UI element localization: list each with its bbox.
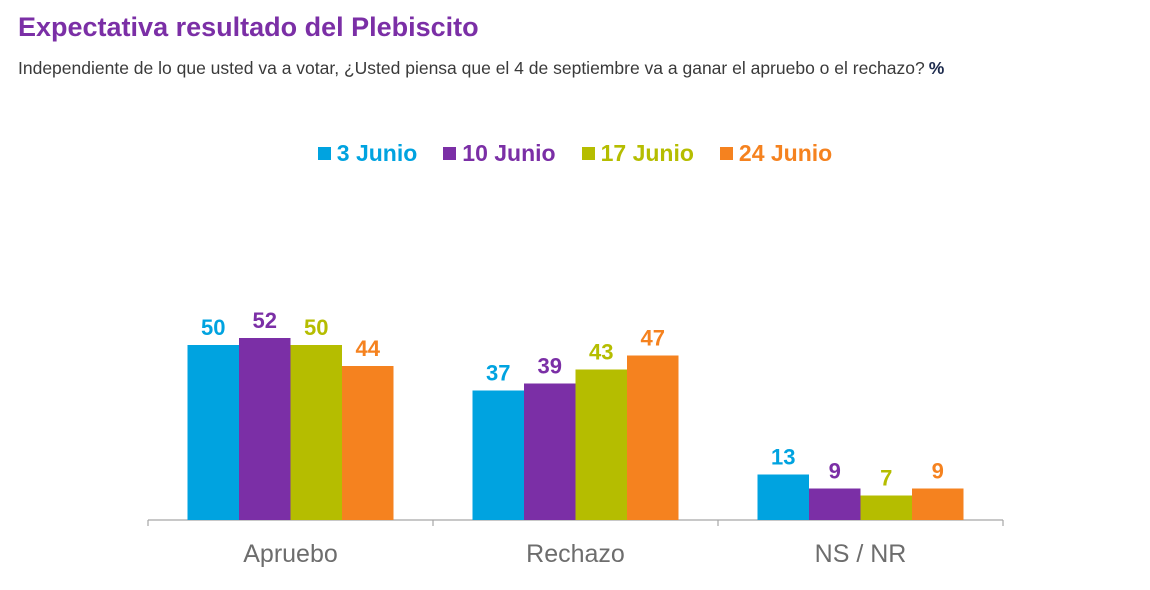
data-label: 44 — [356, 336, 381, 361]
data-label: 9 — [829, 459, 841, 484]
bar — [912, 488, 964, 520]
legend-item: 24 Junio — [719, 140, 833, 167]
category-label: Rechazo — [526, 540, 625, 568]
category-label: NS / NR — [815, 540, 907, 568]
legend-label: 3 Junio — [336, 140, 418, 166]
bar — [627, 355, 679, 520]
legend-item: 10 Junio — [443, 140, 556, 167]
legend-label: 17 Junio — [600, 140, 694, 166]
bar — [472, 390, 524, 520]
bar — [342, 366, 394, 520]
data-label: 13 — [771, 445, 795, 470]
data-label: 47 — [641, 326, 665, 351]
subtitle-text: Independiente de lo que usted va a votar… — [18, 58, 925, 78]
bar — [290, 345, 342, 520]
chart-title: Expectativa resultado del Plebiscito — [18, 12, 479, 42]
bar — [575, 369, 627, 520]
data-label: 50 — [304, 315, 328, 340]
data-label: 7 — [880, 466, 892, 491]
legend-swatch — [581, 147, 595, 160]
bar — [187, 345, 239, 520]
unit-label: % — [928, 58, 945, 78]
legend-swatch — [317, 147, 331, 160]
legend-item: 3 Junio — [317, 140, 418, 167]
bar — [757, 474, 809, 520]
legend-label: 24 Junio — [738, 140, 833, 166]
chart-subtitle: Independiente de lo que usted va a votar… — [18, 58, 944, 79]
data-label: 9 — [932, 459, 944, 484]
data-label: 43 — [589, 340, 613, 365]
bar — [860, 495, 912, 520]
legend-swatch — [719, 147, 733, 160]
category-label: Apruebo — [243, 540, 338, 568]
bar — [524, 383, 576, 520]
legend-label: 10 Junio — [462, 140, 556, 166]
data-label: 50 — [201, 315, 225, 340]
legend-swatch — [443, 147, 457, 160]
data-label: 37 — [486, 361, 510, 386]
legend: 3 Junio 10 Junio 17 Junio 24 Junio — [0, 140, 1150, 167]
bar — [239, 338, 291, 520]
legend-item: 17 Junio — [581, 140, 694, 167]
bar — [809, 488, 861, 520]
data-label: 52 — [253, 308, 277, 333]
data-label: 39 — [538, 354, 562, 379]
